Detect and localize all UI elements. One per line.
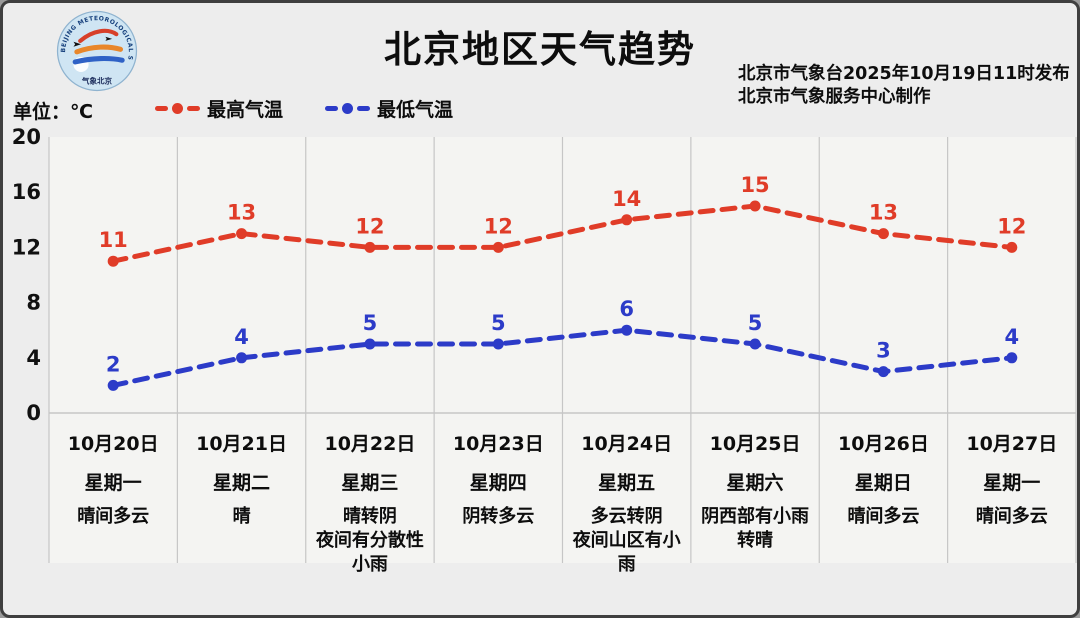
data-point	[236, 228, 248, 240]
legend-label-high-temp: 最高气温	[207, 99, 284, 121]
data-point	[492, 241, 504, 253]
data-point-label: 5	[748, 311, 763, 335]
data-point-label: 6	[619, 297, 634, 321]
page-title: 北京地区天气趋势	[384, 28, 696, 71]
logo-bird-icon	[73, 41, 82, 47]
data-point-label: 4	[1005, 325, 1020, 349]
data-point-label: 5	[363, 311, 378, 335]
data-point-label: 13	[869, 201, 898, 225]
source-line-1: 北京市气象台2025年10月19日11时发布	[738, 64, 1070, 84]
legend-item-low-temp: 最低气温	[325, 95, 453, 122]
data-point	[236, 352, 248, 364]
logo-orange-stripe	[74, 44, 124, 55]
y-axis-tick-label: 0	[26, 401, 41, 425]
source-line-2: 北京市气象服务中心制作	[738, 87, 931, 107]
logo-red-stripe	[78, 28, 119, 44]
data-point	[492, 338, 504, 350]
legend-label-low-temp: 最低气温	[377, 99, 454, 121]
logo-blue-stripe	[72, 56, 125, 65]
logo-bird-icon	[105, 36, 113, 41]
data-point-label: 14	[612, 187, 641, 211]
data-point-label: 12	[484, 214, 513, 238]
weather-trend-chart: 0 4 8 12 16 20 11 13 12 12 14 15 13 12 2 4 5 5 6 5 3 4	[12, 125, 1077, 563]
y-axis-tick-label: 8	[26, 291, 41, 315]
beijing-meteorological-service-logo: BEIJING METEOROLOGICAL SERVICE 气象北京	[53, 9, 138, 92]
y-axis-tick-label: 12	[12, 235, 41, 259]
chart-legend: 最高气温 最低气温	[155, 95, 453, 122]
y-axis-tick-label: 16	[12, 180, 41, 204]
source-info: 北京市气象台2025年10月19日11时发布 北京市气象服务中心制作	[738, 63, 1070, 109]
data-point-label: 4	[234, 325, 249, 349]
data-point-label: 15	[740, 173, 769, 197]
data-point	[877, 228, 889, 240]
legend-item-high-temp: 最高气温	[155, 95, 283, 122]
data-point-label: 12	[355, 214, 384, 238]
data-point-label: 3	[876, 339, 891, 363]
data-point-label: 11	[99, 228, 128, 252]
data-point-label: 2	[106, 352, 121, 376]
data-point	[107, 255, 119, 267]
temperature-line	[110, 203, 1015, 264]
low-temp-line-swatch	[325, 103, 371, 114]
data-point	[621, 214, 633, 226]
data-point	[107, 379, 119, 391]
data-point	[364, 241, 376, 253]
data-point-label: 13	[227, 201, 256, 225]
data-point	[621, 324, 633, 336]
data-point	[364, 338, 376, 350]
high-temp-line-swatch	[155, 103, 200, 114]
data-point-label: 5	[491, 311, 506, 335]
data-point	[1006, 352, 1018, 364]
data-point	[749, 200, 761, 212]
data-point	[1006, 241, 1018, 253]
y-axis-tick-label: 20	[12, 125, 41, 149]
data-point-label: 12	[997, 214, 1026, 238]
temperature-line	[110, 327, 1015, 388]
data-point	[877, 366, 889, 378]
y-axis-tick-label: 4	[26, 346, 41, 370]
logo-bottom-text: 气象北京	[81, 76, 113, 86]
data-point	[749, 338, 761, 350]
unit-label: 单位：℃	[13, 101, 94, 123]
